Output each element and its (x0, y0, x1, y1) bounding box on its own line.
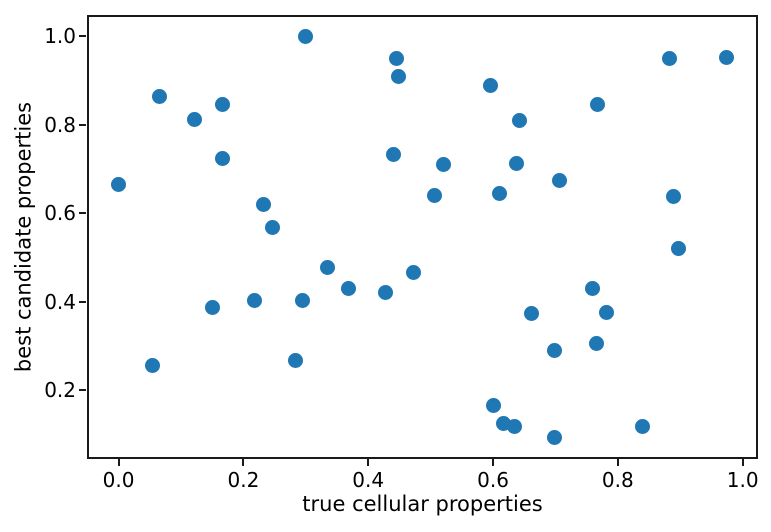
scatter-point (427, 187, 443, 203)
y-tick-label: 0.6 (44, 201, 76, 226)
scatter-point (666, 189, 682, 205)
scatter-point (661, 50, 677, 66)
y-tick-mark (79, 212, 86, 215)
scatter-point (546, 343, 562, 359)
scatter-point (340, 281, 356, 297)
scatter-point (385, 146, 401, 162)
y-tick-mark (79, 300, 86, 303)
scatter-point (111, 177, 127, 193)
y-tick-mark (79, 35, 86, 38)
y-tick-label: 1.0 (44, 24, 76, 49)
x-tick-mark (616, 459, 619, 466)
scatter-point (524, 305, 540, 321)
scatter-point (405, 264, 421, 280)
scatter-point (589, 336, 605, 352)
scatter-point (599, 304, 615, 320)
plot-area (87, 15, 758, 459)
y-tick-mark (79, 123, 86, 126)
x-tick-label: 0.4 (352, 468, 385, 492)
scatter-point (483, 77, 499, 93)
scatter-point (391, 68, 407, 84)
scatter-point (718, 49, 734, 65)
x-tick-mark (741, 459, 744, 466)
scatter-point (512, 112, 528, 128)
x-tick-mark (367, 459, 370, 466)
scatter-point (491, 185, 507, 201)
scatter-point (551, 172, 567, 188)
scatter-point (320, 259, 336, 275)
x-tick-label: 1.0 (726, 468, 759, 492)
scatter-point (546, 429, 562, 445)
scatter-point (590, 96, 606, 112)
scatter-point (507, 418, 523, 434)
scatter-point (187, 111, 203, 127)
scatter-point (246, 292, 262, 308)
y-tick-label: 0.8 (44, 112, 76, 137)
scatter-point (388, 50, 404, 66)
x-tick-label: 0.0 (102, 468, 135, 492)
x-axis-label: true cellular properties (302, 492, 543, 516)
scatter-point (294, 292, 310, 308)
scatter-point (215, 151, 231, 167)
y-tick-label: 0.4 (44, 289, 76, 314)
x-tick-mark (117, 459, 120, 466)
scatter-point (671, 241, 687, 257)
scatter-point (635, 418, 651, 434)
x-tick-label: 0.2 (227, 468, 260, 492)
scatter-point (485, 398, 501, 414)
scatter-point (495, 415, 511, 431)
y-tick-label: 0.2 (44, 378, 76, 403)
scatter-point (255, 196, 271, 212)
scatter-point (584, 281, 600, 297)
x-tick-label: 0.8 (601, 468, 634, 492)
x-tick-label: 0.6 (477, 468, 509, 492)
scatter-point (288, 353, 304, 369)
y-tick-mark (79, 389, 86, 392)
y-axis-label: best candidate properties (11, 101, 36, 373)
x-tick-mark (492, 459, 495, 466)
scatter-point (264, 220, 280, 236)
scatter-point (151, 88, 167, 104)
x-tick-mark (242, 459, 245, 466)
scatter-point (298, 28, 314, 44)
scatter-point (435, 156, 451, 172)
scatter-point (145, 358, 161, 374)
scatter-point (205, 299, 221, 315)
scatter-point (215, 97, 231, 113)
scatter-point (508, 155, 524, 171)
scatter-point (378, 284, 394, 300)
